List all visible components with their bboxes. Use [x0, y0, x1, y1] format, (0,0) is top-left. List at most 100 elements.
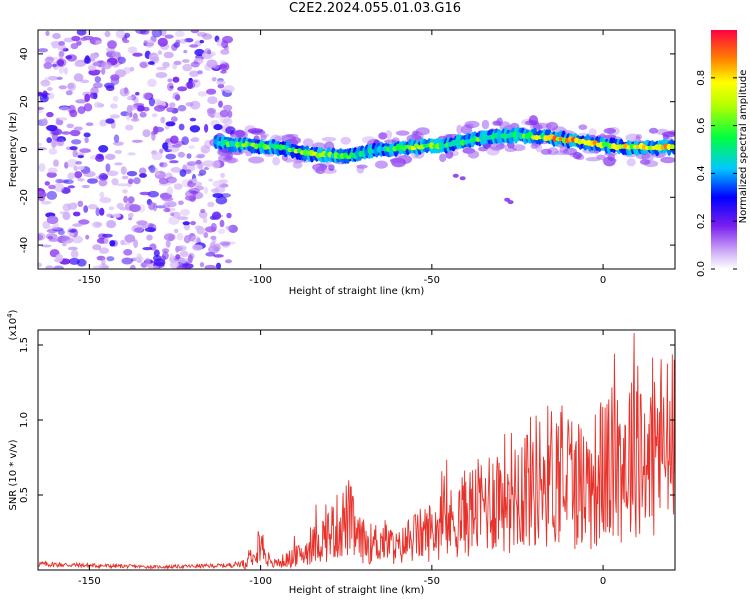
noise-blob — [39, 94, 49, 103]
noise-blob — [166, 176, 177, 184]
noise-blob — [129, 104, 138, 111]
noise-blob — [197, 91, 207, 97]
colorbar-tick-label: 0.6 — [696, 118, 707, 134]
noise-blob — [189, 125, 201, 133]
noise-blob — [190, 61, 200, 68]
bot-x-tick-label: -100 — [249, 576, 272, 587]
noise-blob — [160, 116, 166, 124]
noise-blob — [95, 154, 105, 162]
noise-blob — [68, 257, 80, 265]
noise-blob — [51, 140, 57, 149]
halo-blob — [286, 133, 299, 139]
halo-blob — [604, 134, 617, 139]
noise-blob — [211, 211, 222, 220]
noise-blob — [212, 193, 224, 198]
halo-blob — [585, 157, 601, 162]
noise-blob — [132, 52, 143, 57]
noise-blob — [157, 37, 168, 47]
noise-blob — [44, 76, 49, 84]
noise-blob — [46, 215, 59, 225]
noise-blob — [169, 135, 179, 144]
noise-blob — [106, 220, 117, 229]
noise-blob — [213, 254, 224, 258]
halo-blob — [290, 137, 302, 144]
noise-blob — [44, 56, 55, 64]
noise-blob — [173, 183, 183, 190]
noise-blob — [91, 53, 99, 59]
halo-blob — [578, 124, 588, 130]
noise-blob — [47, 87, 53, 91]
noise-blob — [191, 136, 200, 143]
noise-blob — [84, 93, 91, 102]
top-y-axis-title: Frequency (Hz) — [8, 112, 19, 188]
noise-blob — [199, 262, 205, 268]
noise-blob — [182, 221, 190, 226]
noise-blob — [69, 146, 78, 151]
noise-blob — [165, 239, 171, 248]
noise-blob — [194, 181, 203, 187]
noise-blob — [62, 203, 72, 212]
halo-blob — [464, 120, 480, 129]
noise-blob — [135, 30, 147, 34]
noise-blob — [62, 242, 67, 247]
noise-blob — [163, 51, 174, 59]
noise-blob — [77, 154, 84, 159]
noise-blob — [184, 169, 192, 175]
noise-blob — [203, 186, 209, 195]
noise-blob — [99, 263, 108, 269]
noise-blob — [46, 137, 52, 144]
bot-y-multiplier: (x104) — [6, 309, 19, 340]
noise-blob — [183, 235, 191, 244]
bot-x-axis-title: Height of straight line (km) — [289, 585, 425, 596]
snr-panel: -150 -100 -50 0 0.5 1.0 1.5 Height of straight … — [6, 309, 676, 596]
noise-blob — [219, 241, 231, 246]
noise-blob — [67, 185, 75, 189]
halo-blob — [481, 119, 490, 130]
noise-blob — [133, 177, 141, 185]
noise-blob — [48, 184, 56, 190]
noise-blob — [112, 141, 124, 146]
noise-blob — [38, 106, 45, 111]
noise-blob — [167, 78, 173, 83]
noise-blob — [38, 163, 46, 172]
noise-blob — [147, 78, 157, 88]
noise-blob — [67, 83, 75, 89]
noise-blob — [133, 227, 143, 233]
noise-blob — [110, 74, 120, 81]
noise-blob — [92, 62, 101, 67]
noise-blob — [75, 99, 87, 104]
noise-blob — [53, 182, 65, 192]
noise-blob — [181, 136, 189, 146]
noise-blob — [207, 96, 218, 105]
halo-blob — [636, 134, 642, 140]
noise-blob — [91, 40, 96, 45]
noise-blob — [150, 56, 159, 62]
noise-blob — [149, 164, 156, 174]
noise-blob — [112, 95, 119, 102]
noise-blob — [169, 85, 174, 89]
noise-blob — [105, 118, 115, 124]
noise-blob — [68, 229, 77, 233]
noise-blob — [58, 85, 67, 90]
noise-blob — [165, 153, 176, 160]
noise-blob — [92, 265, 105, 269]
noise-blob — [204, 264, 217, 269]
noise-blob — [69, 232, 75, 238]
halo-blob — [456, 124, 463, 135]
noise-blob — [119, 87, 130, 97]
noise-blob — [216, 80, 226, 85]
noise-blob — [148, 201, 156, 211]
noise-blob — [153, 258, 166, 267]
noise-blob — [169, 160, 179, 164]
halo-blob — [321, 137, 337, 142]
noise-blob — [73, 73, 84, 82]
noise-blob — [45, 265, 54, 269]
noise-blob — [88, 204, 98, 210]
noise-blob — [94, 222, 103, 227]
noise-blob — [100, 61, 112, 70]
noise-blob — [105, 153, 116, 160]
noise-blob — [95, 207, 100, 217]
bot-y-tick-label: 1.0 — [19, 412, 30, 428]
halo-blob — [655, 128, 670, 135]
